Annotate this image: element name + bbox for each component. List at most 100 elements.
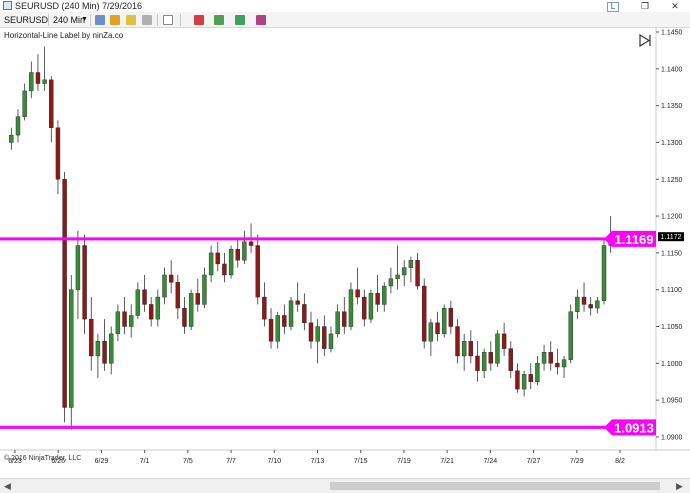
window-title: SEURUSD (240 Min) 7/29/2016 bbox=[15, 1, 143, 11]
candle-body bbox=[188, 293, 194, 327]
candle-body bbox=[328, 333, 334, 349]
candle-body bbox=[415, 260, 420, 287]
candle-body bbox=[541, 352, 547, 364]
crosshair-icon[interactable] bbox=[142, 15, 152, 25]
x-tick-label: 7/1 bbox=[140, 458, 150, 465]
candle-body bbox=[89, 318, 94, 357]
candle-body bbox=[422, 285, 427, 342]
candle-body bbox=[348, 289, 354, 327]
candle-body bbox=[535, 363, 540, 382]
indicators-icon[interactable] bbox=[214, 15, 224, 25]
candle-body bbox=[488, 352, 494, 364]
candle-body bbox=[375, 293, 380, 305]
candle-body bbox=[115, 311, 121, 335]
restore-button[interactable]: ❐ bbox=[630, 0, 660, 12]
price-axis: 1.1450 1.1400 1.1350 1.1300 1.1250 1.1200 1.11… bbox=[656, 30, 683, 441]
x-tick-label: 6/23 bbox=[8, 458, 22, 465]
link-label: L bbox=[607, 2, 619, 12]
candle-body bbox=[148, 304, 154, 320]
expand-panel-icon[interactable] bbox=[638, 34, 652, 47]
x-tick-label: 7/10 bbox=[267, 458, 281, 465]
candle-body bbox=[322, 326, 327, 349]
candle-body bbox=[362, 296, 367, 320]
candle-body bbox=[288, 300, 294, 327]
candle-body bbox=[308, 322, 314, 342]
y-tick-label: 1.0900 bbox=[661, 434, 683, 441]
link-button[interactable]: L bbox=[598, 0, 628, 12]
candle-body bbox=[355, 289, 360, 298]
close-button[interactable]: ✕ bbox=[660, 0, 690, 12]
scroll-thumb[interactable] bbox=[330, 482, 660, 490]
chart-trader-icon[interactable] bbox=[194, 15, 204, 25]
interval-dropdown-icon[interactable]: ▼ bbox=[81, 16, 88, 23]
candle-body bbox=[228, 249, 234, 276]
candle-body bbox=[315, 326, 320, 342]
x-tick-label: 7/27 bbox=[527, 458, 541, 465]
candle-body bbox=[588, 304, 593, 309]
candle-body bbox=[282, 315, 287, 327]
x-tick-label: 6/29 bbox=[95, 458, 109, 465]
candle-body bbox=[128, 315, 134, 327]
horizontal-scrollbar[interactable]: ◀ ▶ bbox=[0, 478, 690, 493]
y-tick-label: 1.1400 bbox=[661, 66, 683, 73]
candle-body bbox=[555, 363, 560, 368]
candle-body bbox=[441, 307, 447, 335]
candle-body bbox=[62, 179, 67, 408]
candle-body bbox=[102, 341, 107, 364]
x-tick-label: 7/15 bbox=[354, 458, 368, 465]
y-tick-label: 1.1200 bbox=[661, 214, 683, 221]
candle-body bbox=[481, 352, 487, 371]
candle-body bbox=[55, 127, 61, 180]
candle-body bbox=[501, 333, 507, 349]
candle-body bbox=[528, 374, 533, 382]
candle-body bbox=[268, 318, 274, 342]
candle-body bbox=[242, 241, 247, 261]
candle-body bbox=[9, 134, 14, 143]
y-tick-label: 1.1300 bbox=[661, 140, 683, 147]
pencil-icon[interactable] bbox=[126, 15, 136, 25]
candle-body bbox=[428, 322, 434, 342]
candle-body bbox=[35, 72, 41, 84]
x-tick-label: 6/26 bbox=[51, 458, 65, 465]
horizontal-lines: 1.1169 1.0913 bbox=[0, 230, 656, 436]
current-price-marker: 1.1172 bbox=[658, 232, 684, 242]
candle-body bbox=[495, 333, 500, 364]
candle-body bbox=[135, 289, 141, 316]
candle-body bbox=[208, 252, 214, 276]
candle-body bbox=[195, 293, 200, 305]
zoom-icon[interactable] bbox=[163, 15, 173, 25]
x-tick-label: 7/29 bbox=[570, 458, 584, 465]
time-axis: 6/23 6/26 6/29 7/1 7/5 7/7 7/10 7/13 7/15 7/19 7/2… bbox=[0, 449, 690, 465]
indicator-label: Horizontal-Line Label by ninZa.co bbox=[4, 31, 124, 40]
bar-type-icon[interactable] bbox=[95, 15, 105, 25]
candle-body bbox=[461, 341, 467, 357]
x-tick-label: 8/2 bbox=[615, 458, 625, 465]
candle-body bbox=[508, 348, 513, 371]
candle-body bbox=[302, 304, 307, 324]
candle-body bbox=[49, 79, 54, 128]
y-tick-label: 1.1000 bbox=[661, 361, 683, 368]
candles bbox=[9, 46, 613, 430]
horizontal-line-label-bg bbox=[604, 230, 656, 247]
restore-icon: ❐ bbox=[640, 1, 650, 11]
drawing-tool-icon[interactable] bbox=[110, 15, 120, 25]
candle-body bbox=[182, 307, 187, 327]
interval-selector[interactable]: 240 Min bbox=[53, 15, 86, 25]
scroll-right-icon[interactable]: ▶ bbox=[676, 481, 683, 491]
properties-icon[interactable] bbox=[256, 15, 266, 25]
scroll-left-icon[interactable]: ◀ bbox=[4, 481, 11, 491]
candle-body bbox=[15, 116, 21, 136]
instrument-selector[interactable]: SEURUSD bbox=[4, 15, 49, 25]
candle-body bbox=[435, 322, 440, 335]
candle-body bbox=[595, 300, 600, 309]
candle-body bbox=[155, 296, 161, 320]
y-tick-label: 1.1250 bbox=[661, 177, 683, 184]
strategies-icon[interactable] bbox=[235, 15, 245, 25]
candle-body bbox=[368, 293, 374, 320]
y-tick-label: 1.1150 bbox=[661, 250, 682, 257]
candle-body bbox=[255, 245, 260, 298]
candle-body bbox=[581, 296, 587, 305]
candle-body bbox=[515, 370, 520, 390]
candle-body bbox=[455, 326, 460, 357]
